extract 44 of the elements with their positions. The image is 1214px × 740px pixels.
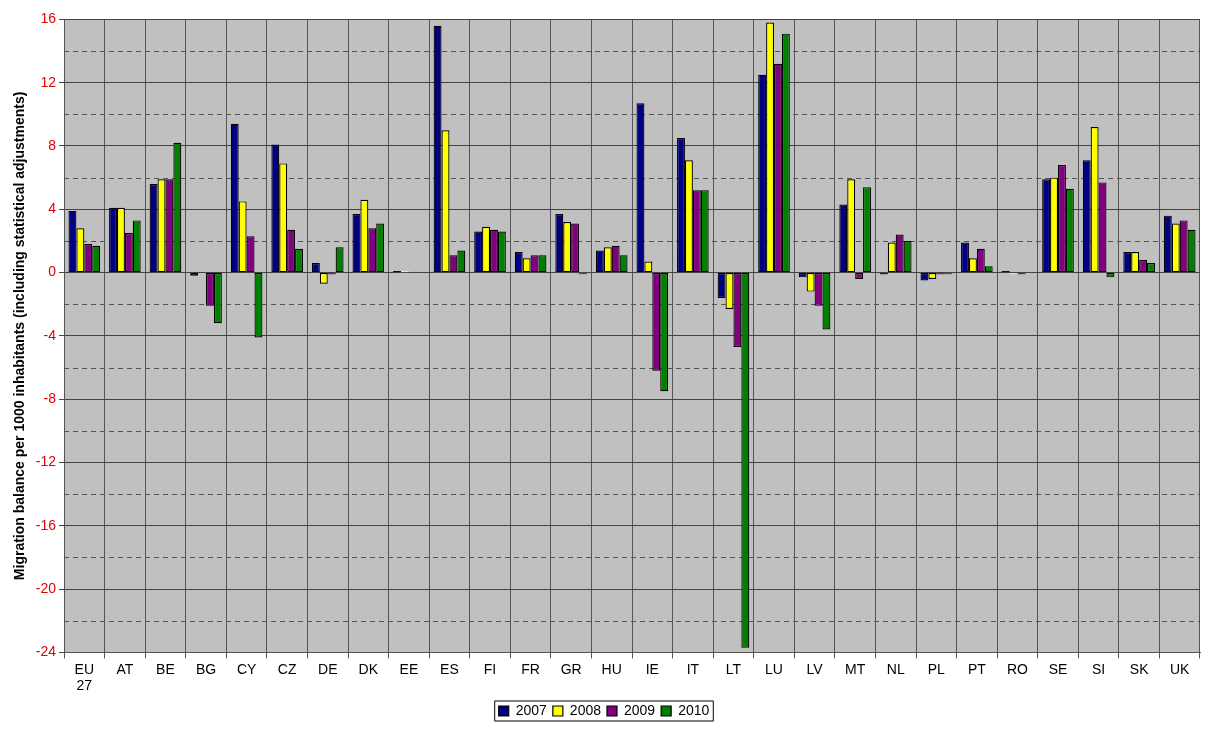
legend-label: 2010 <box>678 701 710 718</box>
x-tick-label: SK <box>1129 660 1150 677</box>
x-tick-label: FR <box>521 660 540 677</box>
x-tick-label: CY <box>236 660 257 677</box>
x-tick-label: GR <box>560 660 582 677</box>
y-tick-label: -20 <box>35 579 57 596</box>
y-tick-label: -24 <box>35 643 57 660</box>
x-tick-label: ES <box>440 660 459 677</box>
x-tick-label: IT <box>686 660 700 677</box>
y-tick-label: 12 <box>40 73 57 90</box>
x-tick-label: NL <box>886 660 905 677</box>
x-tick-label: FI <box>483 660 497 677</box>
x-tick-label: IE <box>645 660 659 677</box>
x-tick-label: DK <box>358 660 379 677</box>
x-tick-label: LT <box>725 660 742 677</box>
x-tick-label: MT <box>845 660 866 677</box>
x-tick-label: CZ <box>277 660 297 677</box>
x-tick-label: LU <box>765 660 783 677</box>
x-tick-label: PL <box>927 660 946 677</box>
x-tick-label: DE <box>318 660 338 677</box>
y-tick-label: 0 <box>48 263 57 280</box>
x-tick-label: LV <box>806 660 824 677</box>
x-tick-label: BG <box>195 660 217 677</box>
legend-label: 2009 <box>624 701 656 718</box>
legend-label: 2007 <box>515 701 548 718</box>
y-tick-label: -8 <box>43 390 57 407</box>
x-tick-label: AT <box>116 660 134 677</box>
y-tick-label: -12 <box>35 453 57 470</box>
y-tick-label: 4 <box>48 200 57 217</box>
x-tick-label: EU 27 <box>74 660 95 694</box>
legend-label: 2008 <box>569 701 602 718</box>
y-tick-label: -16 <box>35 516 57 533</box>
y-tick-label: 16 <box>40 10 57 27</box>
x-tick-label: SE <box>1048 660 1068 677</box>
x-tick-label: HU <box>601 660 622 677</box>
y-axis-title: Migration balance per 1000 inhabitants (including statistical adjustments) <box>11 91 28 581</box>
x-tick-label: RO <box>1006 660 1029 677</box>
x-tick-label: UK <box>1169 660 1191 677</box>
x-tick-label: EE <box>399 660 419 677</box>
y-tick-label: 8 <box>48 136 57 153</box>
y-tick-label: -4 <box>43 326 57 343</box>
x-tick-label: BE <box>156 660 175 677</box>
x-tick-label: PT <box>967 660 987 677</box>
x-tick-label: SI <box>1091 660 1106 677</box>
